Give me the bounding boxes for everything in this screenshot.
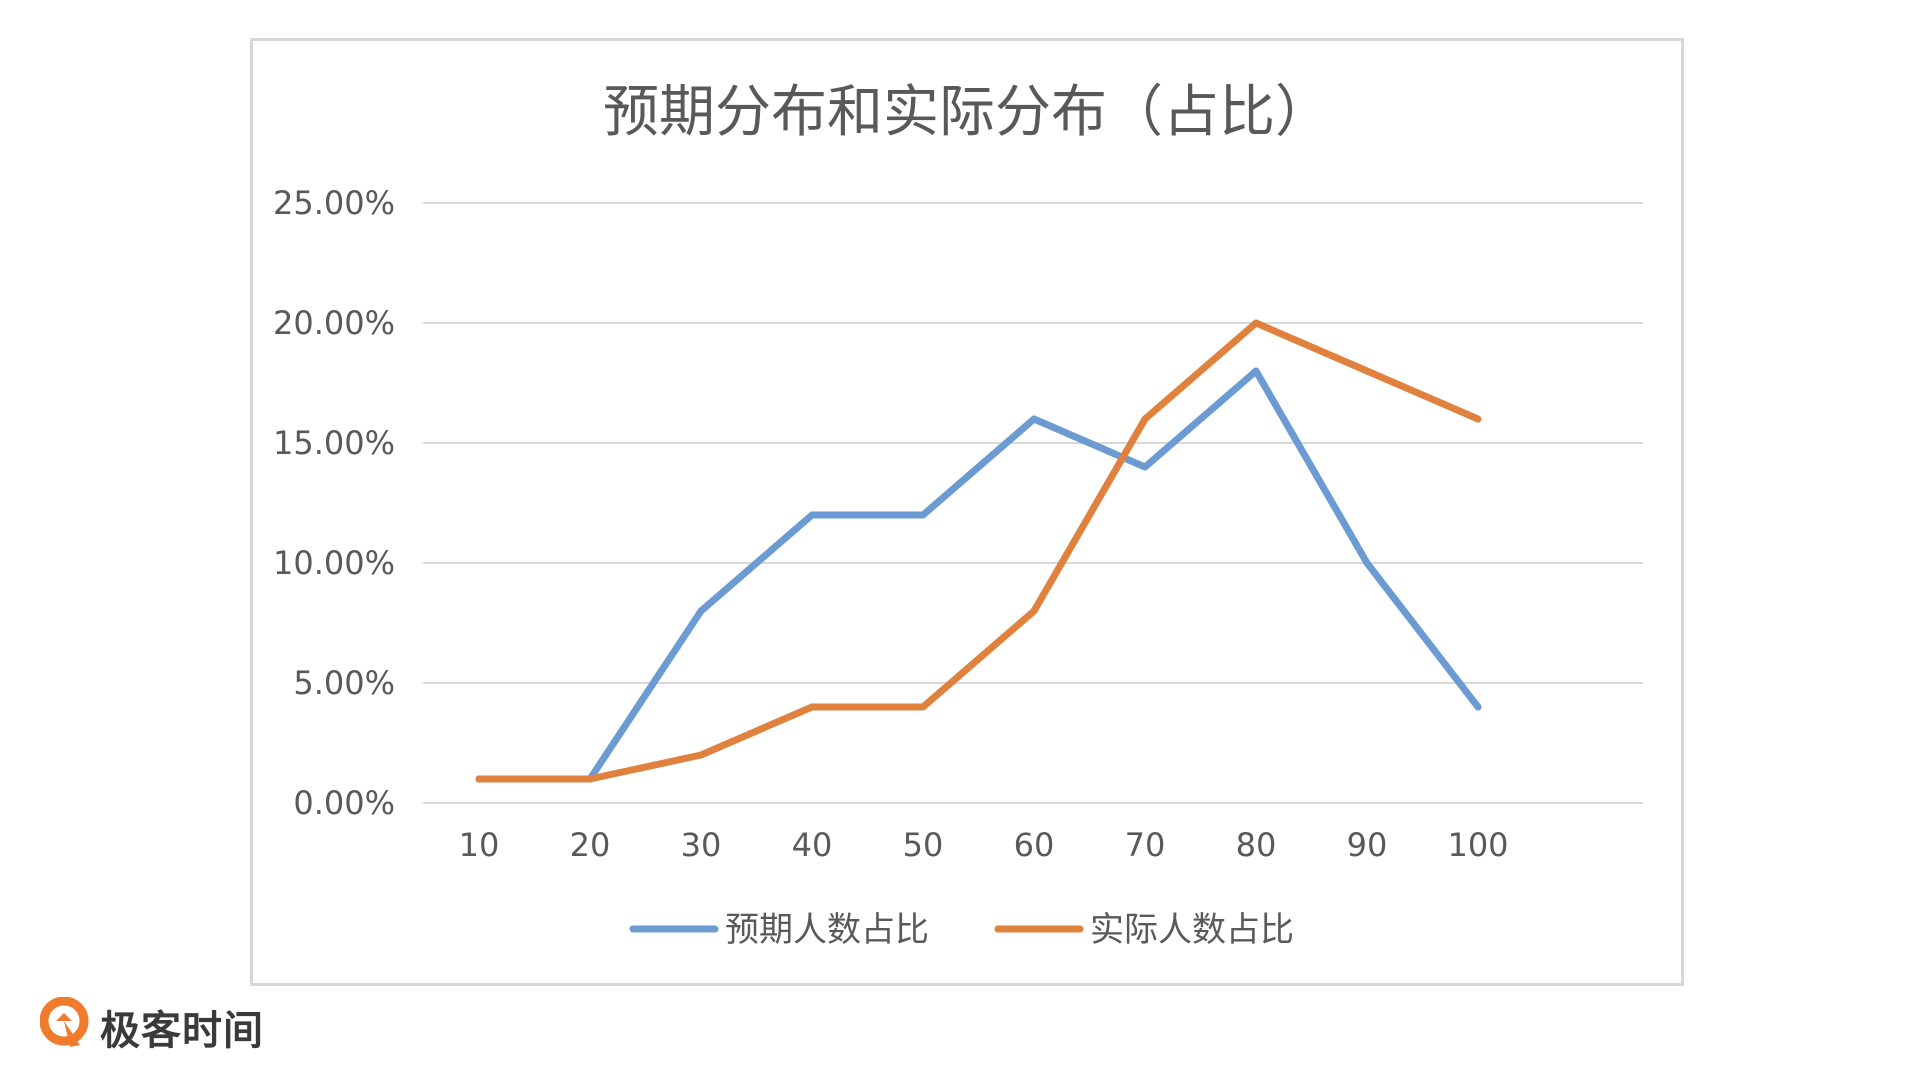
legend-label: 预期人数占比	[725, 910, 929, 950]
series-line-1	[475, 367, 1482, 783]
data-point	[808, 511, 816, 519]
x-tick-label: 20	[570, 826, 611, 864]
data-point	[1252, 367, 1260, 375]
brand-name: 极客时间	[100, 1008, 264, 1054]
x-tick-label: 60	[1014, 826, 1055, 864]
data-point	[697, 607, 705, 615]
y-tick-label: 25.00%	[273, 184, 395, 222]
y-tick-label: 10.00%	[273, 544, 395, 582]
y-tick-label: 20.00%	[273, 304, 395, 342]
data-point	[586, 775, 594, 783]
data-point	[1474, 703, 1482, 711]
data-point	[1030, 415, 1038, 423]
x-tick-label: 40	[792, 826, 833, 864]
data-point	[808, 703, 816, 711]
data-point	[919, 703, 927, 711]
data-point	[919, 511, 927, 519]
x-tick-label: 90	[1347, 826, 1388, 864]
x-tick-label: 10	[459, 826, 500, 864]
series-line-2	[475, 319, 1482, 783]
y-axis-ticks: 0.00% 5.00% 10.00% 15.00% 20.00% 25.00%	[273, 184, 395, 822]
chart-frame: 预期分布和实际分布（占比） 0.00% 5.00% 10.00% 15.00% 20.0…	[250, 38, 1684, 986]
y-tick-label: 0.00%	[293, 784, 395, 822]
chart-title: 预期分布和实际分布（占比）	[603, 80, 1331, 145]
y-tick-label: 15.00%	[273, 424, 395, 462]
gridlines	[423, 202, 1643, 804]
brand-watermark: 极客时间	[40, 995, 264, 1059]
data-point	[697, 751, 705, 759]
data-point	[1474, 415, 1482, 423]
data-point	[475, 775, 483, 783]
data-point	[1363, 559, 1371, 567]
data-point	[1252, 319, 1260, 327]
y-tick-label: 5.00%	[293, 664, 395, 702]
x-tick-label: 100	[1447, 826, 1508, 864]
data-point	[1363, 367, 1371, 375]
series-lines	[475, 319, 1482, 783]
x-tick-label: 30	[681, 826, 722, 864]
x-tick-label: 50	[903, 826, 944, 864]
x-axis-ticks: 10 20 30 40 50 60 70 80 90 100	[459, 826, 1509, 864]
x-tick-label: 70	[1125, 826, 1166, 864]
data-point	[1030, 607, 1038, 615]
x-tick-label: 80	[1236, 826, 1277, 864]
legend-label: 实际人数占比	[1090, 910, 1294, 950]
data-point	[1141, 463, 1149, 471]
geektime-logo-icon	[40, 997, 89, 1047]
line-chart: 预期分布和实际分布（占比） 0.00% 5.00% 10.00% 15.00% 20.0…	[273, 80, 1643, 950]
data-point	[1141, 415, 1149, 423]
legend: 预期人数占比 实际人数占比	[629, 910, 1294, 950]
